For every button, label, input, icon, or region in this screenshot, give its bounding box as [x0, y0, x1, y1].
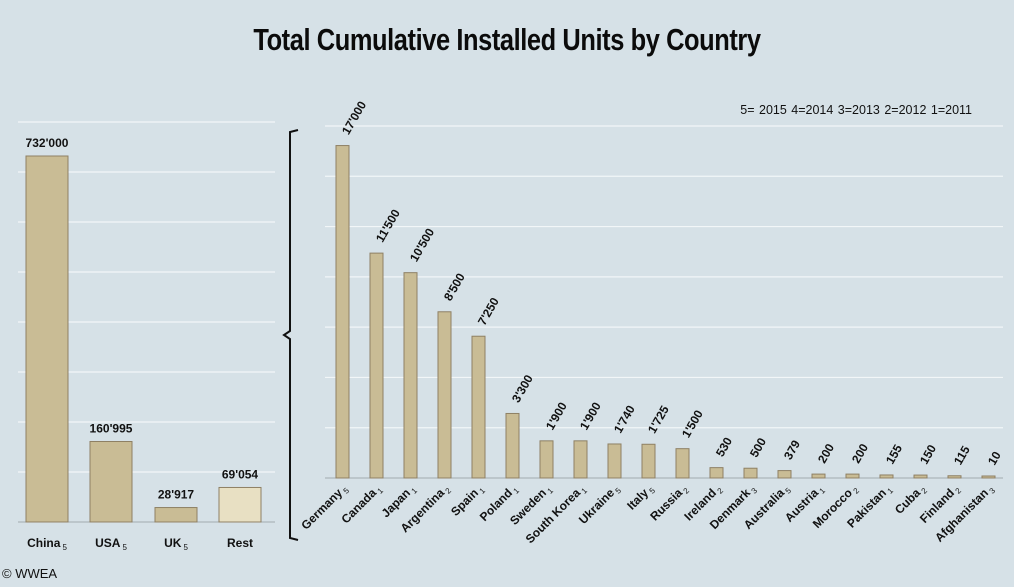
bar	[675, 448, 690, 479]
tick-label: UK 5	[164, 536, 188, 552]
data-label: 200	[849, 441, 871, 466]
bar	[505, 412, 520, 479]
bar	[709, 467, 724, 479]
copyright-notice: © WWEA	[2, 566, 58, 581]
data-label: 732'000	[26, 136, 69, 150]
data-label: 530	[713, 435, 735, 460]
data-label: 1'725	[645, 403, 672, 436]
data-label: 1'740	[611, 403, 638, 436]
data-label: 7'250	[475, 295, 502, 328]
data-label: 69'054	[222, 467, 259, 481]
bar	[777, 470, 792, 479]
bar	[573, 440, 588, 479]
bar	[437, 311, 452, 479]
bar	[471, 335, 486, 479]
data-label: 155	[883, 442, 905, 467]
bar	[879, 474, 894, 479]
bar	[947, 475, 962, 479]
data-label: 1'500	[679, 407, 706, 440]
data-label: 17'000	[339, 98, 369, 137]
bar	[218, 486, 262, 523]
bar	[154, 507, 198, 523]
tick-label: China 5	[27, 536, 67, 552]
tick-label: Germany5	[298, 481, 351, 534]
chart-title: Total Cumulative Installed Units by Coun…	[253, 22, 761, 57]
data-label: 11'500	[373, 207, 403, 245]
bar	[641, 443, 656, 479]
bar	[89, 441, 133, 523]
tick-label: USA 5	[95, 536, 127, 552]
data-label: 8'500	[441, 270, 468, 303]
bar	[607, 443, 622, 479]
bar	[845, 473, 860, 479]
bar	[335, 145, 350, 479]
year-legend: 5= 2015 4=2014 3=2013 2=2012 1=2011	[740, 103, 972, 117]
data-label: 379	[781, 437, 803, 462]
data-label: 10	[985, 449, 1004, 468]
data-label: 150	[917, 442, 939, 467]
data-label: 28'917	[158, 488, 195, 502]
data-label: 10'500	[407, 226, 437, 265]
tick-label: Rest	[227, 536, 253, 550]
bar	[811, 473, 826, 479]
bar	[913, 474, 928, 479]
bar	[743, 467, 758, 479]
bar	[981, 475, 996, 479]
bar	[403, 272, 418, 479]
bar	[25, 155, 69, 523]
bar	[369, 252, 384, 479]
data-label: 500	[747, 435, 769, 460]
bar	[539, 440, 554, 479]
bracket	[282, 129, 299, 541]
data-label: 160'995	[90, 422, 133, 436]
data-label: 115	[951, 443, 973, 467]
data-label: 200	[815, 441, 837, 466]
